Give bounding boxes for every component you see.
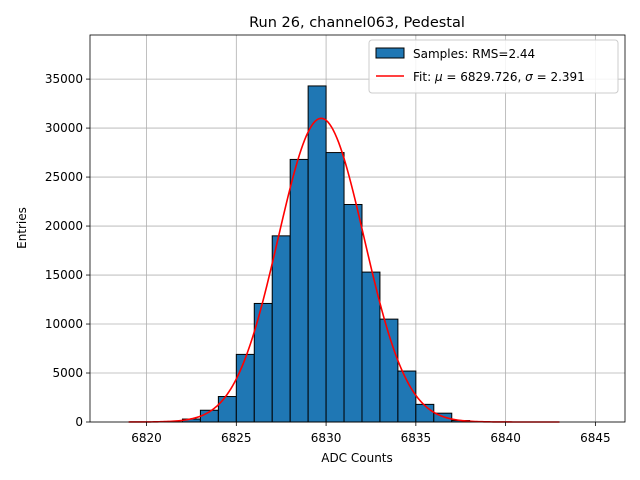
y-axis-label: Entries bbox=[15, 207, 29, 249]
histogram-bar bbox=[307, 85, 327, 423]
y-tick-label: 30000 bbox=[45, 121, 83, 135]
x-axis-label: ADC Counts bbox=[321, 451, 393, 465]
axes-frame bbox=[89, 34, 626, 423]
histogram-bar bbox=[289, 158, 309, 423]
fit-label-sigma-value: = 2.391 bbox=[533, 70, 585, 84]
x-tick-label: 6835 bbox=[401, 431, 432, 445]
histogram-bar bbox=[271, 235, 291, 423]
y-tick-label: 0 bbox=[75, 415, 83, 429]
chart-title: Run 26, channel063, Pedestal bbox=[249, 15, 465, 31]
y-tick-label: 5000 bbox=[52, 366, 83, 380]
y-tick-label: 15000 bbox=[45, 268, 83, 282]
histogram-bar bbox=[415, 403, 435, 423]
y-tick-label: 20000 bbox=[45, 219, 83, 233]
y-ticks: 0 5000 10000 15000 20000 25000 30000 35000 bbox=[45, 72, 90, 429]
x-tick-label: 6830 bbox=[311, 431, 342, 445]
legend-box bbox=[368, 39, 619, 94]
legend: Samples: RMS=2.44 Fit: μ = 6829.726, σ =… bbox=[368, 39, 619, 94]
histogram-bar bbox=[235, 353, 255, 423]
x-tick-label: 6820 bbox=[131, 431, 162, 445]
x-tick-label: 6845 bbox=[580, 431, 611, 445]
fit-label-prefix: Fit: bbox=[413, 70, 435, 84]
fit-label-sigma: σ bbox=[525, 70, 533, 84]
x-tick-label: 6840 bbox=[490, 431, 521, 445]
y-tick-label: 25000 bbox=[45, 170, 83, 184]
legend-label-fit: Fit: μ = 6829.726, σ = 2.391 bbox=[413, 70, 585, 84]
histogram-bar bbox=[343, 203, 363, 423]
histogram-bars bbox=[164, 85, 489, 423]
legend-label-samples: Samples: RMS=2.44 bbox=[413, 47, 535, 61]
y-tick-label: 35000 bbox=[45, 72, 83, 86]
histogram-bar bbox=[397, 370, 417, 423]
y-tick-label: 10000 bbox=[45, 317, 83, 331]
legend-swatch-samples bbox=[375, 47, 405, 59]
fit-label-mu-value: = 6829.726, bbox=[443, 70, 526, 84]
x-tick-label: 6825 bbox=[221, 431, 252, 445]
histogram-bar bbox=[217, 396, 237, 423]
fit-label-mu: μ bbox=[434, 70, 443, 84]
histogram-bar bbox=[325, 152, 345, 423]
x-ticks: 6820 6825 6830 6835 6840 6845 bbox=[131, 422, 611, 445]
